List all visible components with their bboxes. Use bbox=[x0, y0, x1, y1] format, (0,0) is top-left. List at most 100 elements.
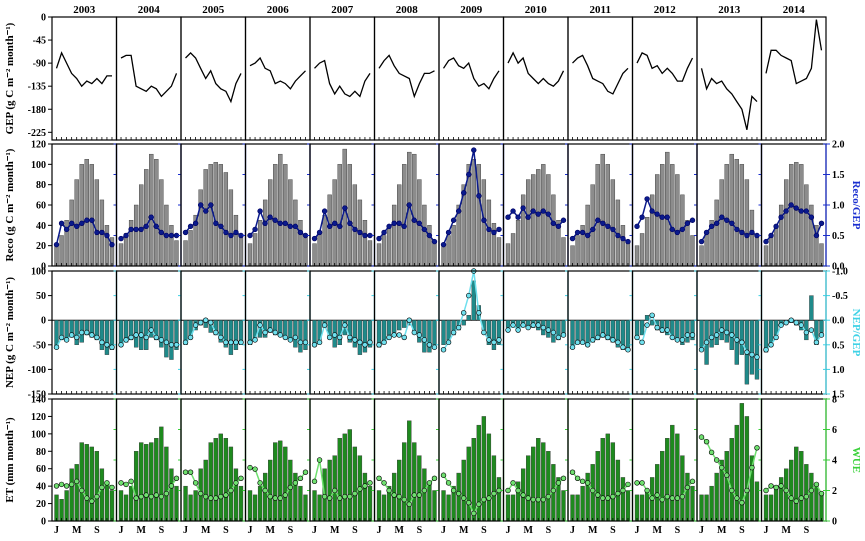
ratio-point bbox=[208, 495, 214, 501]
ratio-point bbox=[620, 235, 626, 242]
bar bbox=[268, 459, 273, 522]
bar bbox=[446, 494, 451, 522]
ratio-point bbox=[401, 334, 407, 341]
ratio-point bbox=[326, 495, 333, 501]
ratio-point bbox=[788, 317, 794, 323]
bar bbox=[362, 320, 368, 353]
bar bbox=[615, 320, 621, 348]
ratio-point bbox=[267, 493, 273, 500]
bar bbox=[174, 240, 179, 267]
bar bbox=[600, 438, 605, 522]
y2-tick-label: 1.5 bbox=[832, 170, 845, 181]
ratio-point bbox=[63, 483, 70, 489]
subpanel-frame bbox=[567, 16, 634, 141]
gep-line bbox=[442, 57, 500, 90]
ratio-point bbox=[625, 238, 631, 245]
bar bbox=[570, 245, 575, 267]
ratio-point bbox=[89, 217, 95, 223]
ratio-point bbox=[426, 342, 433, 348]
bar bbox=[337, 438, 342, 522]
ratio-point bbox=[486, 337, 492, 343]
bar bbox=[233, 214, 239, 267]
bar bbox=[575, 320, 580, 343]
ratio-point bbox=[813, 481, 820, 488]
bar bbox=[183, 485, 188, 522]
ratio-point bbox=[803, 329, 810, 336]
bar bbox=[496, 320, 502, 346]
year-label: 2009 bbox=[460, 4, 483, 16]
ratio-point bbox=[600, 220, 606, 227]
ratio-point bbox=[228, 339, 234, 346]
ratio-point bbox=[749, 351, 755, 358]
ratio-point bbox=[605, 223, 611, 230]
bar bbox=[327, 194, 332, 267]
ratio-point bbox=[713, 332, 720, 338]
y-tick-label: -180 bbox=[28, 105, 46, 116]
bar bbox=[79, 442, 84, 522]
bar bbox=[352, 184, 358, 267]
ratio-point bbox=[58, 481, 65, 488]
ratio-point bbox=[228, 487, 234, 494]
month-label: M bbox=[394, 525, 404, 536]
ratio-point bbox=[535, 322, 541, 328]
bar bbox=[303, 494, 308, 522]
ratio-point bbox=[352, 226, 358, 233]
y-tick-label: 80 bbox=[36, 180, 46, 191]
bar bbox=[397, 459, 402, 522]
ratio-point bbox=[679, 226, 686, 233]
ratio-point bbox=[233, 339, 239, 346]
ratio-point bbox=[99, 339, 105, 346]
bar bbox=[763, 494, 769, 522]
ratio-point bbox=[321, 208, 328, 214]
ratio-point bbox=[267, 214, 273, 220]
bar bbox=[298, 220, 303, 267]
ratio-point bbox=[104, 232, 110, 239]
ratio-point bbox=[228, 232, 234, 239]
y-tick-label: 80 bbox=[36, 447, 46, 458]
bar bbox=[183, 240, 188, 267]
ratio-point bbox=[584, 232, 591, 239]
bar bbox=[144, 169, 149, 267]
bar bbox=[690, 320, 695, 341]
bar bbox=[228, 446, 234, 522]
y2-tick-label: -1.0 bbox=[832, 267, 848, 278]
bar bbox=[789, 459, 794, 522]
bar bbox=[149, 153, 154, 267]
ratio-point bbox=[316, 457, 323, 463]
bar bbox=[819, 320, 824, 333]
ratio-point bbox=[347, 334, 353, 341]
bar bbox=[381, 235, 387, 267]
bar bbox=[763, 245, 769, 267]
bar bbox=[104, 225, 110, 267]
bar bbox=[352, 446, 358, 522]
ratio-point bbox=[79, 220, 85, 227]
subpanel-gep-2011 bbox=[567, 16, 634, 141]
ratio-point bbox=[73, 334, 80, 341]
ratio-point bbox=[316, 229, 323, 236]
ratio-point bbox=[94, 229, 100, 236]
bar bbox=[446, 235, 451, 267]
ratio-point bbox=[486, 226, 492, 233]
ratio-point bbox=[535, 496, 541, 503]
gep-line bbox=[765, 19, 823, 85]
ratio-point bbox=[168, 232, 175, 239]
ratio-point bbox=[381, 339, 387, 346]
ratio-point bbox=[282, 492, 289, 498]
ratio-point bbox=[53, 241, 60, 248]
ratio-point bbox=[138, 493, 144, 500]
month-label: M bbox=[781, 525, 791, 536]
bar bbox=[327, 459, 332, 522]
bar bbox=[283, 446, 288, 522]
bar bbox=[699, 245, 704, 267]
subpanel-reco-2007 bbox=[309, 143, 376, 267]
bar bbox=[734, 159, 739, 267]
ratio-point bbox=[555, 480, 562, 486]
ratio-point bbox=[550, 220, 557, 227]
ratio-point bbox=[109, 344, 115, 350]
bar bbox=[159, 426, 164, 522]
bar bbox=[386, 320, 392, 336]
ratio-point bbox=[620, 487, 626, 494]
bar bbox=[536, 169, 541, 267]
subpanel-reco-2010 bbox=[502, 143, 569, 267]
ratio-point bbox=[187, 223, 194, 230]
